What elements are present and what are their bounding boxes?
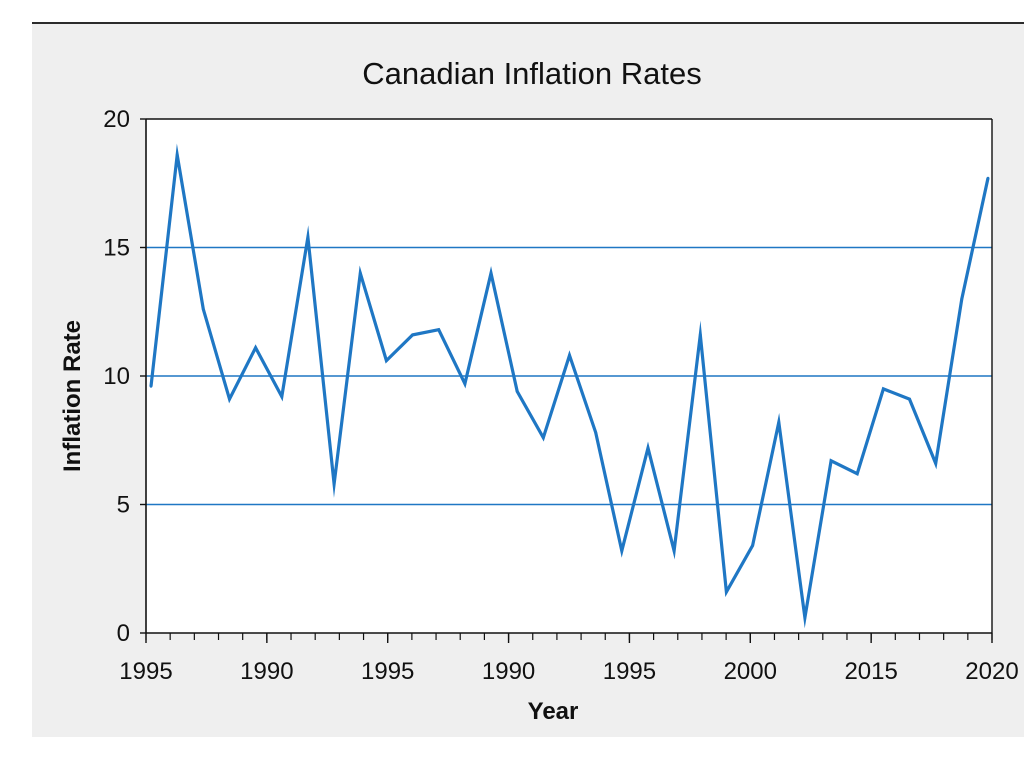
- data-point: [175, 153, 179, 157]
- data-point: [751, 544, 754, 547]
- data-point: [568, 354, 571, 357]
- data-point: [149, 384, 153, 388]
- y-tick-label: 20: [103, 106, 130, 133]
- data-point: [411, 333, 414, 337]
- y-tick-label: 5: [117, 492, 130, 519]
- data-point: [855, 472, 859, 476]
- y-axis-ticks: 0 5 10 15 20: [103, 106, 146, 647]
- series-group: [149, 143, 990, 629]
- y-axis-title: Inflation Rate: [59, 320, 86, 472]
- data-point: [620, 549, 624, 553]
- x-tick-label: 2015: [844, 658, 897, 685]
- data-point: [803, 616, 807, 619]
- x-tick-label: 1995: [603, 658, 656, 685]
- x-axis-ticks: 1995 1990 1995 1990 1995 2000 2015 2020: [119, 633, 1019, 685]
- data-point: [960, 297, 964, 301]
- y-tick-label: 15: [103, 235, 130, 262]
- x-tick-label: 2020: [965, 658, 1018, 685]
- data-point: [228, 397, 231, 401]
- y-tick-label: 0: [117, 620, 130, 647]
- data-point: [358, 271, 362, 275]
- data-point: [646, 446, 650, 450]
- data-point: [594, 431, 598, 434]
- data-point: [934, 462, 938, 465]
- x-tick-label: 1995: [119, 658, 172, 685]
- data-point: [201, 307, 205, 311]
- data-point: [332, 482, 336, 486]
- x-tick-label: 2000: [724, 658, 777, 685]
- x-tick-label: 1995: [361, 658, 414, 685]
- data-point: [254, 346, 257, 350]
- x-tick-label: 1990: [240, 658, 293, 685]
- data-point: [986, 176, 990, 180]
- x-axis-title: Year: [528, 698, 579, 725]
- data-point: [698, 333, 702, 337]
- data-point: [908, 397, 911, 401]
- data-point: [515, 390, 519, 393]
- chart-title: Canadian Inflation Rates: [362, 56, 702, 91]
- grid-lines: [146, 246, 992, 506]
- data-point: [306, 235, 310, 239]
- data-point: [725, 590, 728, 594]
- top-rule: [32, 22, 1024, 24]
- data-point: [882, 387, 885, 391]
- data-point: [541, 436, 545, 440]
- y-tick-label: 10: [103, 363, 130, 390]
- data-point: [385, 359, 388, 362]
- data-point: [829, 459, 833, 463]
- data-point: [280, 395, 284, 398]
- data-point: [777, 420, 781, 424]
- data-point: [463, 382, 467, 386]
- x-axis-minor-ticks: [145, 633, 993, 640]
- data-point: [437, 328, 441, 332]
- x-tick-label: 1990: [482, 658, 535, 685]
- data-point: [489, 271, 493, 275]
- data-point: [672, 549, 676, 553]
